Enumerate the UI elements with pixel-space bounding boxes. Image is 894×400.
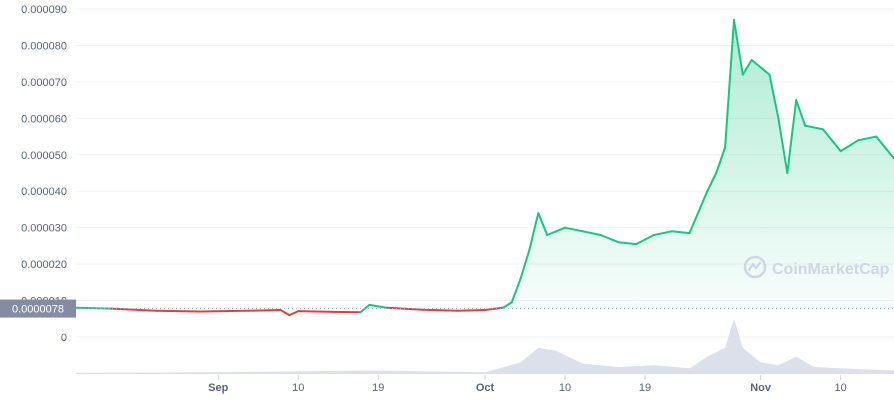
price-line-segment xyxy=(110,307,157,312)
price-line-segment xyxy=(279,309,291,317)
price-line-segment xyxy=(617,241,638,246)
x-tick-label: 19 xyxy=(639,382,651,394)
price-line-segment xyxy=(804,124,824,131)
price-line-segment xyxy=(795,99,807,127)
coinmarketcap-logo-icon xyxy=(743,255,767,279)
price-line-segment xyxy=(155,309,202,313)
price-area xyxy=(76,19,894,309)
price-line-segment xyxy=(528,212,540,251)
price-line-segment xyxy=(581,230,602,236)
price-line-segment xyxy=(501,301,513,309)
price-line-segment xyxy=(857,135,878,142)
price-line-segment xyxy=(670,230,691,235)
y-tick-label: 0 xyxy=(61,332,67,344)
price-line-segment xyxy=(821,128,842,153)
x-tick-label: Nov xyxy=(750,382,772,394)
price-line-segment xyxy=(839,139,860,153)
price-line-segment xyxy=(457,309,486,312)
price-line-segment xyxy=(537,212,549,236)
price-line-segment xyxy=(875,135,894,160)
price-area-fill xyxy=(76,19,894,309)
price-line-segment xyxy=(652,230,673,236)
price-line-segment xyxy=(243,309,282,312)
price-line-segment xyxy=(368,303,389,309)
price-line-segment xyxy=(288,310,300,317)
price-line-segment xyxy=(421,308,460,312)
price-line-segment xyxy=(519,248,531,280)
y-tick-label: 0.000050 xyxy=(21,150,67,162)
price-line-segment xyxy=(706,172,718,193)
y-tick-label: 0.000040 xyxy=(21,186,67,198)
y-tick-label: 0.000060 xyxy=(21,113,67,125)
price-line-segment xyxy=(724,18,735,149)
watermark-text: CoinMarketCap xyxy=(772,261,890,278)
y-tick-label: 0.000020 xyxy=(21,259,67,271)
baseline-label: 0.0000078 xyxy=(12,304,64,316)
x-tick-label: 10 xyxy=(292,382,304,394)
y-tick-label: 0.000070 xyxy=(21,77,67,89)
x-tick-label: Sep xyxy=(208,382,228,394)
price-line-segment xyxy=(199,309,246,313)
y-axis-ticks: 00.0000100.0000200.0000300.0000400.00005… xyxy=(21,4,67,344)
x-tick-label: 10 xyxy=(835,382,847,394)
price-line-segment xyxy=(599,234,620,244)
price-line xyxy=(75,18,894,317)
price-line-segment xyxy=(750,59,771,76)
y-tick-label: 0.000090 xyxy=(21,4,67,16)
price-line-segment xyxy=(777,117,789,174)
y-tick-label: 0.000080 xyxy=(21,40,67,52)
price-line-segment xyxy=(741,59,753,76)
price-line-segment xyxy=(546,230,558,236)
watermark: CoinMarketCap xyxy=(743,255,890,279)
volume-area xyxy=(76,318,894,374)
price-line-segment xyxy=(688,190,709,235)
price-line-segment xyxy=(297,310,335,313)
volume-series xyxy=(76,318,894,374)
price-line-segment xyxy=(484,306,504,311)
x-tick-label: 19 xyxy=(372,382,384,394)
price-line-segment xyxy=(75,306,113,310)
price-line-segment xyxy=(786,99,798,174)
price-line-segment xyxy=(510,277,522,304)
y-tick-label: 0.000030 xyxy=(21,223,67,235)
baseline-badge xyxy=(0,299,76,318)
price-line-segment xyxy=(635,234,655,246)
baseline: 0.0000078 xyxy=(0,299,894,318)
price-line-segment xyxy=(733,18,744,76)
gridlines xyxy=(76,8,894,338)
price-line-segment xyxy=(555,226,566,233)
x-tick-label: 10 xyxy=(559,382,571,394)
price-line-segment xyxy=(768,73,780,120)
price-line-segment xyxy=(564,226,584,233)
x-axis-ticks: Sep 10 19 Oct 10 19 Nov 10 xyxy=(208,375,847,394)
price-line-segment xyxy=(715,146,727,174)
x-tick-label: Oct xyxy=(476,382,495,394)
